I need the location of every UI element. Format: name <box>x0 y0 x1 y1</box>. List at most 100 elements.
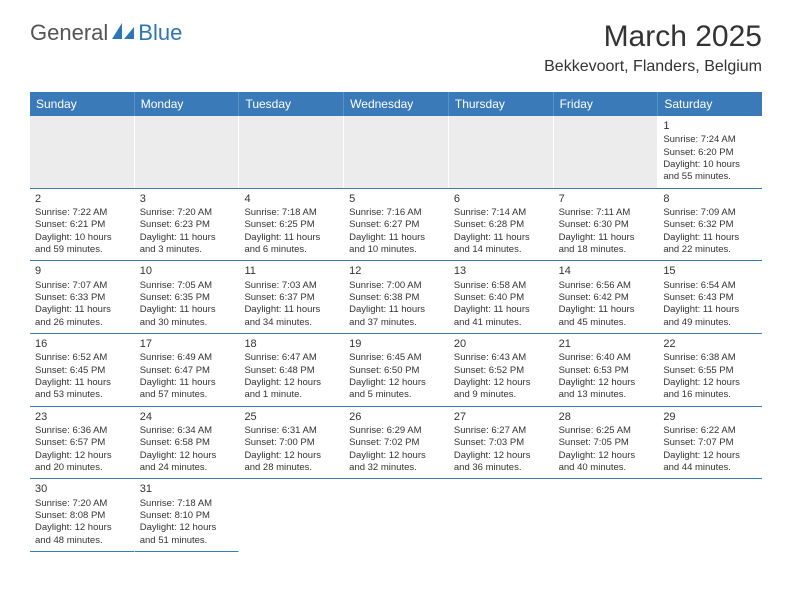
day-detail-line: and 53 minutes. <box>35 389 129 401</box>
day-number: 21 <box>559 337 653 351</box>
day-detail-line: Sunset: 6:48 PM <box>244 365 338 377</box>
day-detail-line: Sunrise: 7:11 AM <box>559 207 653 219</box>
day-detail-line: Sunset: 6:53 PM <box>559 365 653 377</box>
day-detail-line: and 22 minutes. <box>663 244 757 256</box>
day-detail-line: Sunset: 7:03 PM <box>454 437 548 449</box>
day-detail-line: Sunset: 6:28 PM <box>454 219 548 231</box>
logo-text-blue: Blue <box>138 20 182 46</box>
week-row: 1Sunrise: 7:24 AMSunset: 6:20 PMDaylight… <box>30 116 762 189</box>
day-detail-line: Daylight: 11 hours <box>559 232 653 244</box>
day-detail-line: and 26 minutes. <box>35 317 129 329</box>
day-detail-line: Sunrise: 6:22 AM <box>663 425 757 437</box>
day-cell: 21Sunrise: 6:40 AMSunset: 6:53 PMDayligh… <box>554 334 659 406</box>
day-cell: 18Sunrise: 6:47 AMSunset: 6:48 PMDayligh… <box>239 334 344 406</box>
day-detail-line: Sunrise: 6:52 AM <box>35 352 129 364</box>
day-detail-line: Daylight: 11 hours <box>663 304 757 316</box>
day-detail-line: and 40 minutes. <box>559 462 653 474</box>
weekday-header: Wednesday <box>344 92 449 116</box>
day-detail-line: Sunset: 7:05 PM <box>559 437 653 449</box>
day-detail-line: Daylight: 12 hours <box>244 450 338 462</box>
day-detail-line: Daylight: 12 hours <box>454 377 548 389</box>
day-detail-line: Sunset: 6:21 PM <box>35 219 129 231</box>
day-detail-line: Daylight: 11 hours <box>140 377 234 389</box>
calendar: SundayMondayTuesdayWednesdayThursdayFrid… <box>30 92 762 552</box>
empty-day-cell <box>449 479 554 552</box>
week-row: 2Sunrise: 7:22 AMSunset: 6:21 PMDaylight… <box>30 189 762 262</box>
day-number: 6 <box>454 192 548 206</box>
day-detail-line: Sunset: 6:50 PM <box>349 365 443 377</box>
day-number: 14 <box>559 264 653 278</box>
day-number: 25 <box>244 410 338 424</box>
day-detail-line: and 3 minutes. <box>140 244 234 256</box>
day-detail-line: and 51 minutes. <box>140 535 234 547</box>
day-number: 13 <box>454 264 548 278</box>
day-number: 28 <box>559 410 653 424</box>
day-detail-line: and 49 minutes. <box>663 317 757 329</box>
day-cell: 4Sunrise: 7:18 AMSunset: 6:25 PMDaylight… <box>239 189 344 261</box>
day-detail-line: Sunrise: 7:20 AM <box>140 207 234 219</box>
day-cell: 1Sunrise: 7:24 AMSunset: 6:20 PMDaylight… <box>658 116 762 188</box>
day-detail-line: Sunset: 6:43 PM <box>663 292 757 304</box>
day-number: 23 <box>35 410 129 424</box>
day-detail-line: and 44 minutes. <box>663 462 757 474</box>
day-detail-line: Sunset: 6:40 PM <box>454 292 548 304</box>
day-number: 10 <box>140 264 234 278</box>
day-detail-line: and 55 minutes. <box>663 171 757 183</box>
day-detail-line: Sunrise: 6:47 AM <box>244 352 338 364</box>
day-detail-line: Daylight: 11 hours <box>559 304 653 316</box>
day-detail-line: Sunrise: 7:03 AM <box>244 280 338 292</box>
week-row: 23Sunrise: 6:36 AMSunset: 6:57 PMDayligh… <box>30 407 762 480</box>
day-number: 19 <box>349 337 443 351</box>
day-detail-line: Sunrise: 6:54 AM <box>663 280 757 292</box>
empty-day-cell <box>554 479 659 552</box>
empty-day-cell <box>30 116 135 188</box>
day-detail-line: Daylight: 12 hours <box>559 450 653 462</box>
day-detail-line: Sunrise: 7:14 AM <box>454 207 548 219</box>
day-detail-line: Sunrise: 7:18 AM <box>244 207 338 219</box>
day-number: 27 <box>454 410 548 424</box>
day-number: 17 <box>140 337 234 351</box>
day-number: 5 <box>349 192 443 206</box>
day-detail-line: Daylight: 11 hours <box>349 232 443 244</box>
weekday-header: Monday <box>135 92 240 116</box>
day-detail-line: Daylight: 11 hours <box>140 304 234 316</box>
location: Bekkevoort, Flanders, Belgium <box>544 58 762 76</box>
day-number: 30 <box>35 482 129 496</box>
empty-day-cell <box>239 479 344 552</box>
day-detail-line: Daylight: 11 hours <box>454 304 548 316</box>
day-detail-line: Sunset: 6:42 PM <box>559 292 653 304</box>
week-row: 9Sunrise: 7:07 AMSunset: 6:33 PMDaylight… <box>30 261 762 334</box>
day-number: 1 <box>663 119 757 133</box>
day-cell: 19Sunrise: 6:45 AMSunset: 6:50 PMDayligh… <box>344 334 449 406</box>
day-cell: 5Sunrise: 7:16 AMSunset: 6:27 PMDaylight… <box>344 189 449 261</box>
day-detail-line: Daylight: 12 hours <box>35 450 129 462</box>
day-detail-line: and 48 minutes. <box>35 535 129 547</box>
day-detail-line: and 45 minutes. <box>559 317 653 329</box>
day-detail-line: and 28 minutes. <box>244 462 338 474</box>
day-detail-line: Sunrise: 7:20 AM <box>35 498 129 510</box>
empty-day-cell <box>344 116 449 188</box>
day-number: 18 <box>244 337 338 351</box>
day-detail-line: and 9 minutes. <box>454 389 548 401</box>
day-detail-line: and 5 minutes. <box>349 389 443 401</box>
weekday-header: Tuesday <box>239 92 344 116</box>
day-cell: 29Sunrise: 6:22 AMSunset: 7:07 PMDayligh… <box>658 407 762 479</box>
day-number: 8 <box>663 192 757 206</box>
day-detail-line: Daylight: 11 hours <box>349 304 443 316</box>
sail-icon <box>110 21 136 46</box>
empty-day-cell <box>449 116 554 188</box>
day-detail-line: Sunset: 6:33 PM <box>35 292 129 304</box>
day-detail-line: Sunset: 6:37 PM <box>244 292 338 304</box>
day-detail-line: Daylight: 11 hours <box>244 232 338 244</box>
logo: General Blue <box>30 20 182 46</box>
day-cell: 16Sunrise: 6:52 AMSunset: 6:45 PMDayligh… <box>30 334 135 406</box>
day-detail-line: and 13 minutes. <box>559 389 653 401</box>
day-detail-line: Daylight: 11 hours <box>140 232 234 244</box>
day-detail-line: Sunrise: 6:25 AM <box>559 425 653 437</box>
weekday-header: Friday <box>554 92 659 116</box>
day-detail-line: Sunset: 6:27 PM <box>349 219 443 231</box>
day-detail-line: Sunrise: 6:36 AM <box>35 425 129 437</box>
day-number: 16 <box>35 337 129 351</box>
day-detail-line: Sunrise: 6:56 AM <box>559 280 653 292</box>
day-number: 7 <box>559 192 653 206</box>
